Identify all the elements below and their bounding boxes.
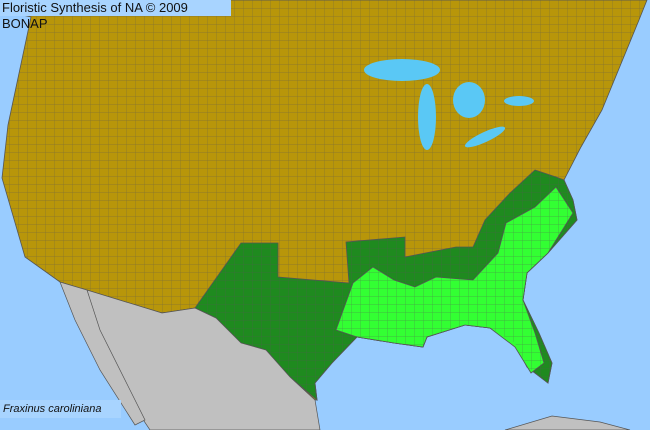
baja-california bbox=[59, 281, 146, 426]
species-label: Fraxinus caroliniana bbox=[0, 400, 121, 418]
lake-erie bbox=[464, 126, 506, 148]
lake-ontario bbox=[504, 96, 534, 106]
lake-huron bbox=[453, 82, 485, 118]
map-title: Floristic Synthesis of NA © 2009 BONAP bbox=[0, 0, 231, 31]
lake-michigan bbox=[418, 84, 436, 150]
great-lakes bbox=[364, 59, 534, 150]
lake-superior bbox=[364, 59, 440, 81]
cuba bbox=[504, 415, 631, 430]
